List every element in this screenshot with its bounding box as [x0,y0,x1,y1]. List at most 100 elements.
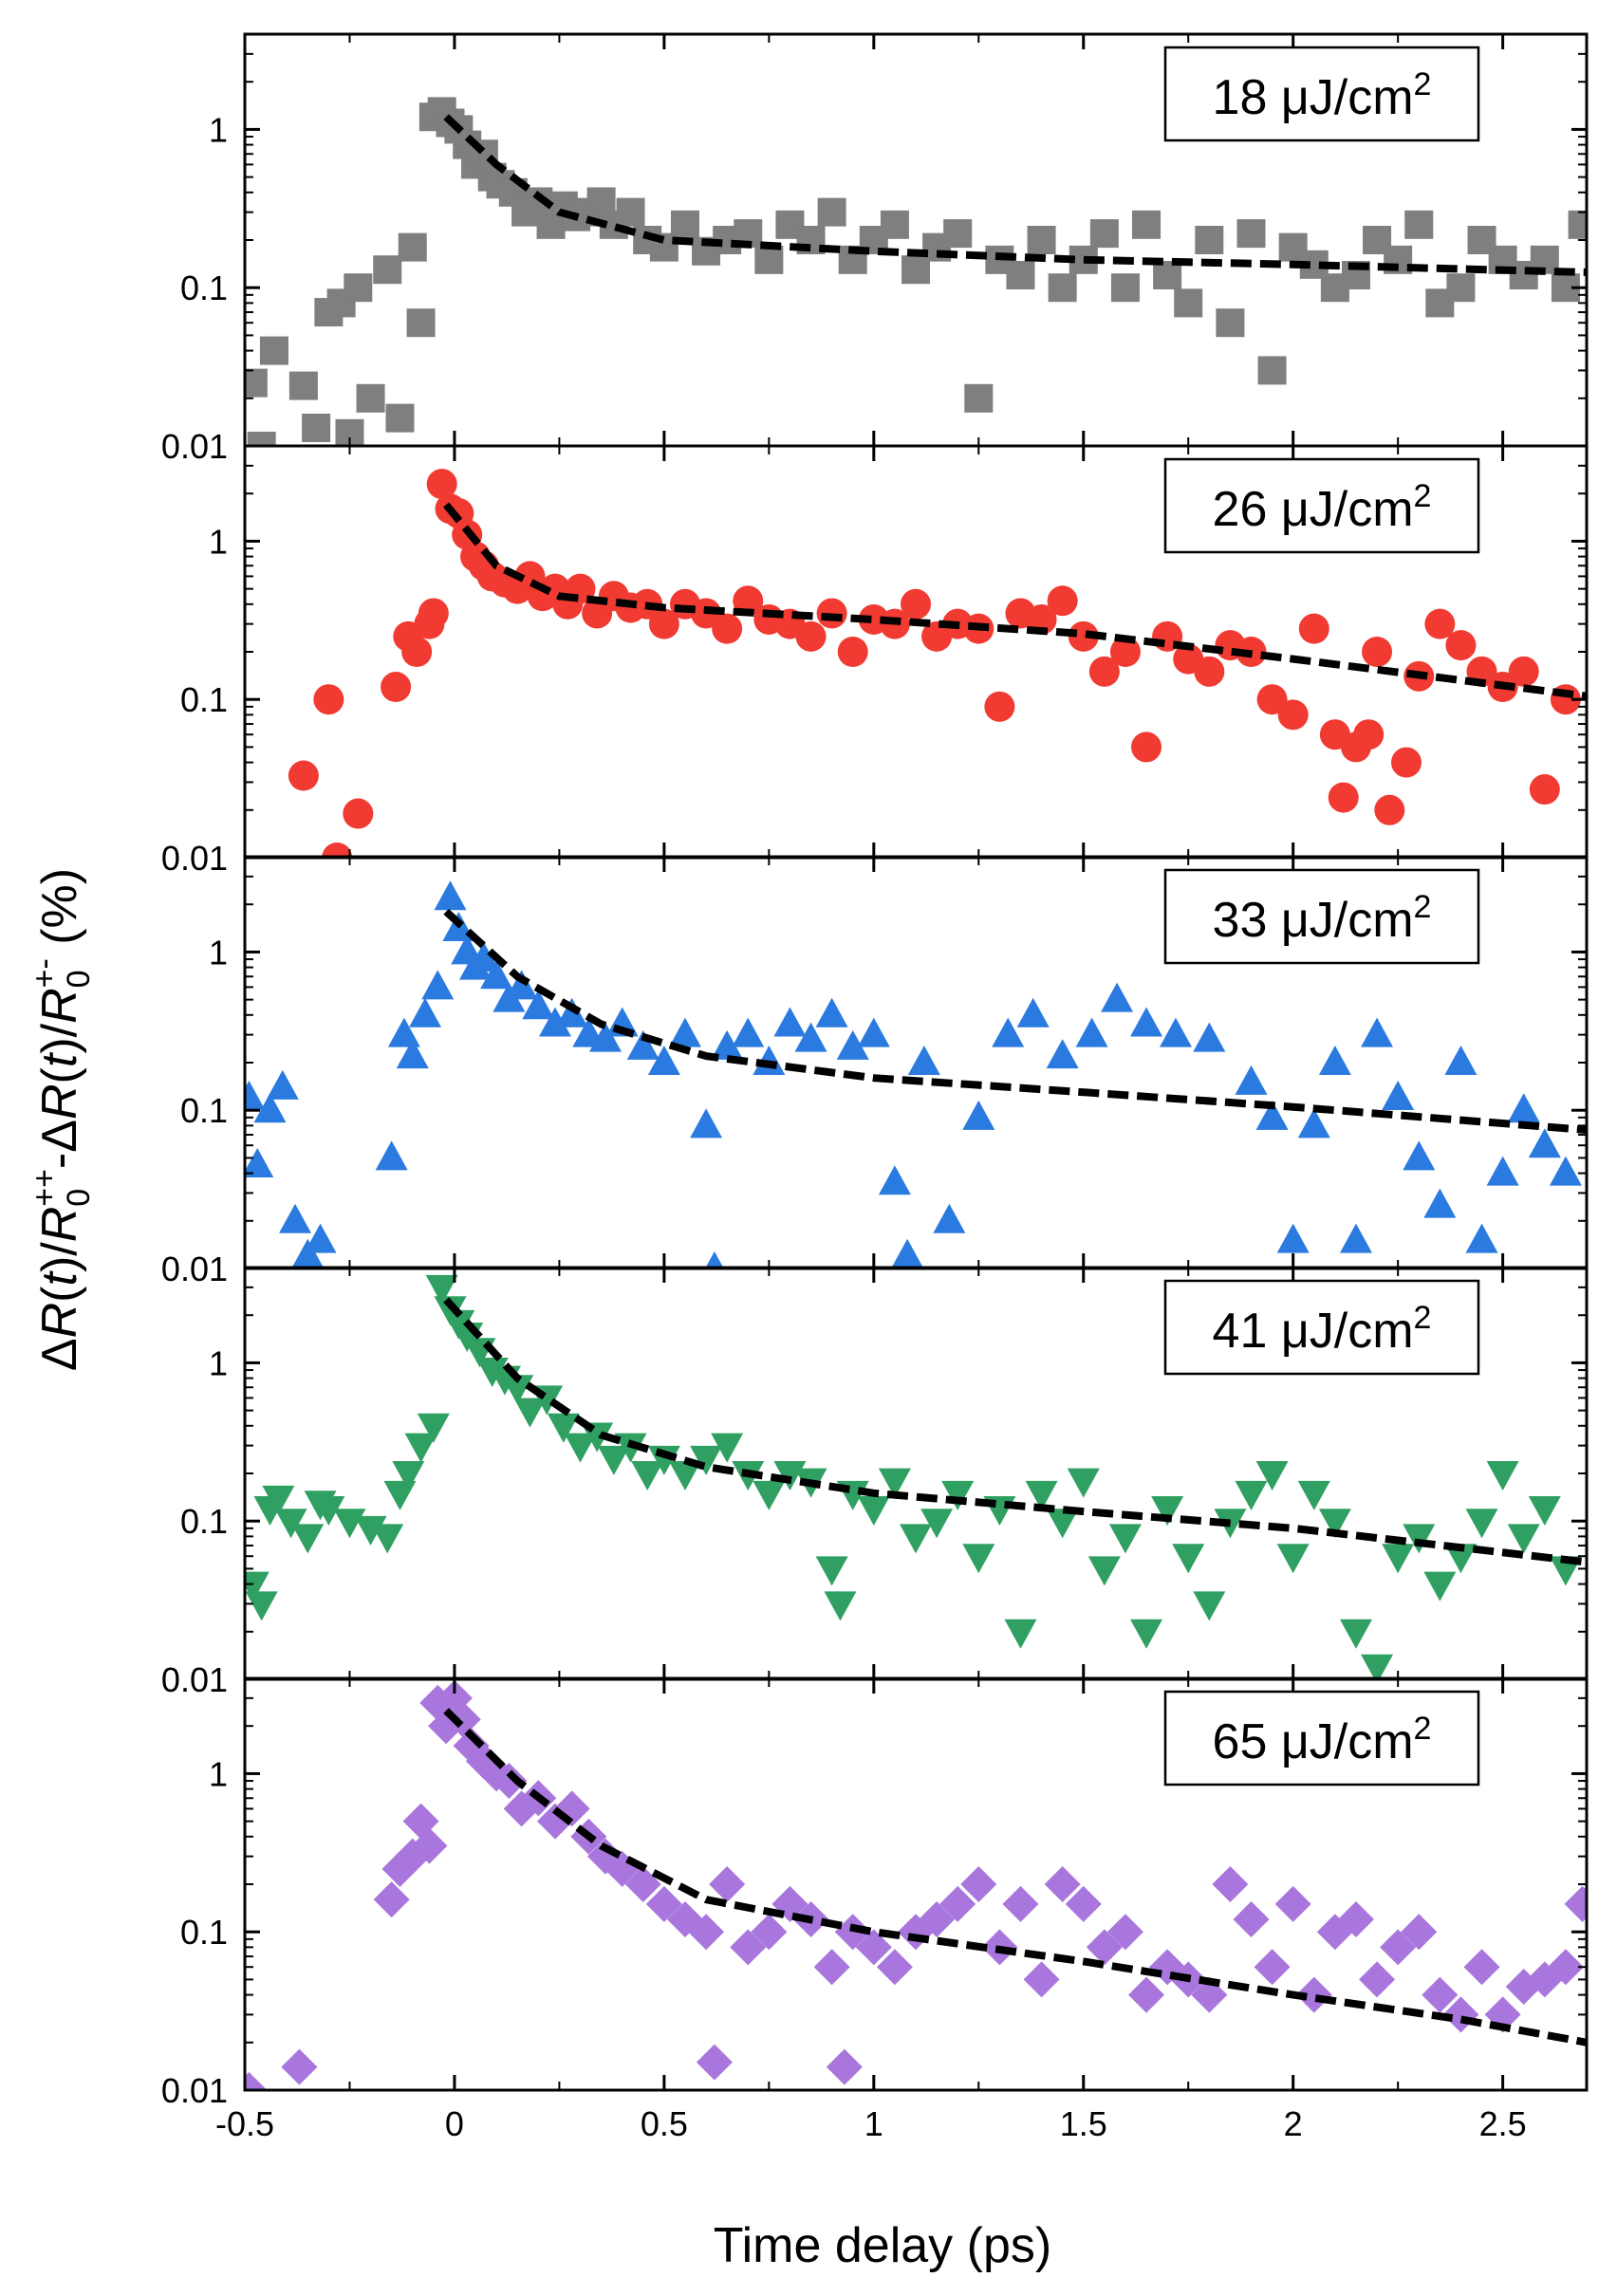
data-point [1529,774,1560,805]
data-point [1235,1065,1268,1095]
data-point [614,1433,647,1463]
data-point [1046,1509,1079,1539]
data-point [302,413,331,442]
data-point [1065,1885,1102,1922]
data-point [668,1461,701,1491]
data-point [1486,1156,1519,1186]
data-point [1404,210,1434,239]
data-point [1362,637,1393,667]
data-point [1361,1017,1394,1047]
data-point [1027,226,1056,254]
data-point [434,880,467,911]
data-point [1151,1496,1184,1527]
data-point [645,1885,682,1922]
data-point [1131,731,1162,763]
data-point [1465,1509,1498,1539]
legend-box [1163,1279,1480,1376]
data-point [1044,1866,1081,1902]
y-tick-label: 0.01 [161,1660,228,1699]
fit-curve [443,1708,1587,2046]
legend-box [1163,868,1480,965]
series-18 [245,97,1587,446]
x-tick-label: 2.5 [1479,2104,1527,2143]
data-point [1109,637,1141,667]
y-tick-label: 0.01 [161,2071,228,2110]
data-point [538,1007,571,1037]
data-point [705,1251,724,1268]
data-point [589,1022,623,1052]
data-point [1337,1901,1374,1938]
data-point [396,1039,429,1069]
data-point [857,1496,890,1527]
data-point [1195,226,1224,254]
x-tick-label: -0.5 [215,2104,274,2143]
data-point [834,1914,871,1951]
legend-18: 18 μJ/cm2 [1163,46,1480,142]
data-point [1128,1976,1165,2013]
data-point [670,210,699,239]
data-point [1194,656,1225,687]
data-point [392,1461,425,1491]
y-tick-label: 1 [209,1343,228,1382]
x-tick-label: 1.5 [1060,2104,1107,2143]
data-point [795,620,827,652]
data-point [1507,1093,1540,1123]
data-point [1374,794,1405,825]
panel-33: 0.01 0.1 1 33 μJ/cm2 [161,855,1589,1288]
data-point [1212,1866,1249,1902]
data-point [709,1866,746,1902]
data-point [1528,1128,1561,1158]
data-point [753,1480,786,1510]
legend-label: 18 μJ/cm2 [1213,66,1432,125]
data-point [467,942,500,972]
x-tick-label: 1 [864,2104,883,2143]
data-point [1318,1046,1351,1075]
data-point [1465,1223,1498,1253]
panel-41: 0.01 0.1 1 41 μJ/cm2 [161,1266,1589,1699]
data-point [1159,1017,1192,1047]
y-tick-label: 0.1 [180,1913,228,1952]
data-point [730,1929,767,1966]
legend-41: 41 μJ/cm2 [1163,1279,1480,1376]
data-point [1297,1108,1330,1139]
data-point [1353,719,1385,750]
data-point [992,1017,1025,1047]
data-point [1276,1223,1310,1253]
data-point [1508,656,1539,687]
data-point [1086,1929,1123,1966]
data-point [245,1148,274,1178]
data-point [773,1007,807,1037]
data-point [1075,1017,1108,1047]
data-point [501,1375,534,1405]
data-point [555,997,588,1028]
data-point [281,2048,318,2085]
legend-26: 26 μJ/cm2 [1163,457,1480,554]
legend-label: 41 μJ/cm2 [1213,1300,1432,1359]
y-tick-label: 0.01 [161,427,228,466]
data-point [816,598,847,629]
data-point [855,1929,892,1966]
data-point [313,684,344,715]
data-point [1422,1976,1459,2013]
data-point [1256,684,1288,715]
data-point [247,432,276,446]
data-point [880,210,909,239]
data-point [1067,1468,1100,1498]
y-tick-label: 1 [209,110,228,149]
fit-curve [443,908,1587,1134]
fit-curve [443,502,1587,700]
data-point [1403,1140,1436,1171]
y-tick-label: 1 [209,1754,228,1793]
data-point [1297,1480,1330,1510]
data-point [878,1468,911,1498]
data-point [984,691,1015,722]
data-point [426,469,457,500]
data-point [409,997,442,1028]
data-point [919,1901,956,1938]
legend-box [1163,46,1480,142]
x-tick-label: 2 [1284,2104,1303,2143]
data-point [688,1914,725,1951]
legend-box [1163,1690,1480,1787]
data-point [1130,1007,1163,1037]
data-point [522,990,555,1020]
